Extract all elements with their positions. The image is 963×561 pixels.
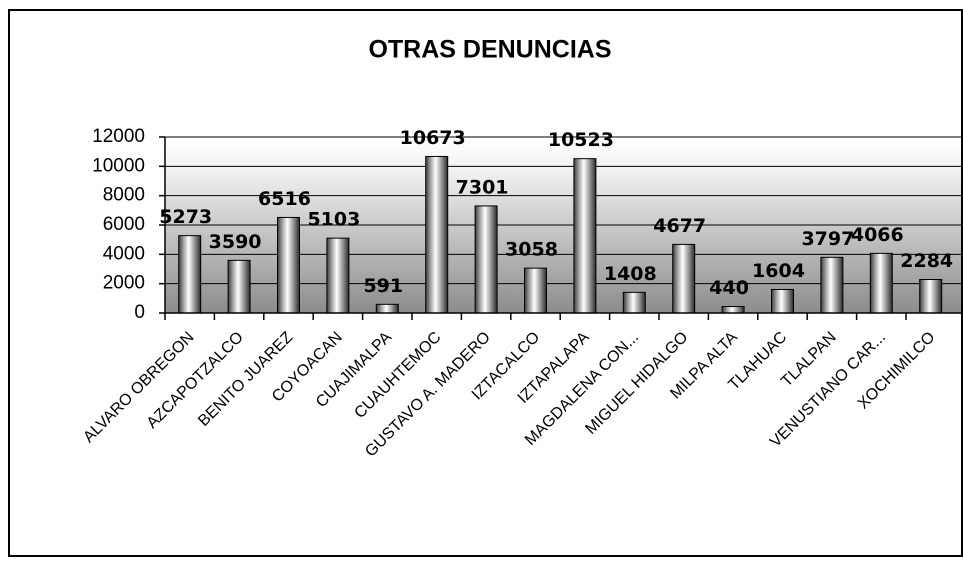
- bar: [425, 155, 449, 314]
- data-label: 3058: [505, 239, 558, 261]
- data-label: 6516: [258, 188, 311, 210]
- chart-title: OTRAS DENUNCIAS: [368, 36, 611, 64]
- bar: [869, 252, 893, 314]
- bar: [820, 256, 844, 314]
- data-label: 2284: [900, 250, 953, 272]
- data-label: 1604: [752, 260, 805, 282]
- data-label: 5273: [159, 206, 212, 228]
- y-tick-label: 8000: [103, 185, 145, 206]
- bar: [524, 267, 547, 314]
- y-tick-label: 10000: [92, 155, 145, 176]
- data-label: 3797: [801, 228, 854, 250]
- data-label: 591: [363, 275, 403, 297]
- data-label: 4066: [851, 224, 904, 246]
- y-tick-label: 4000: [103, 243, 145, 264]
- data-label: 5103: [307, 209, 360, 231]
- bar: [326, 237, 350, 314]
- data-label: 7301: [456, 176, 509, 198]
- bar: [919, 279, 943, 314]
- bar: [622, 291, 646, 314]
- bar: [277, 216, 300, 314]
- y-tick-label: 12000: [92, 126, 145, 147]
- bar: [573, 158, 597, 314]
- data-label: 4677: [653, 215, 706, 237]
- data-label: 10673: [400, 127, 466, 149]
- bar: [227, 259, 251, 314]
- y-tick-label: 0: [134, 302, 145, 323]
- bar: [474, 205, 498, 314]
- bar: [771, 288, 794, 314]
- y-tick-label: 2000: [103, 273, 145, 294]
- bar: [721, 306, 745, 314]
- data-label: 3590: [209, 231, 262, 253]
- data-label: 10523: [548, 129, 614, 151]
- bar: [178, 235, 202, 314]
- bar: [672, 243, 696, 314]
- data-label: 1408: [604, 263, 657, 285]
- y-tick-label: 6000: [103, 214, 145, 235]
- bar: [375, 303, 399, 314]
- data-label: 440: [709, 277, 749, 299]
